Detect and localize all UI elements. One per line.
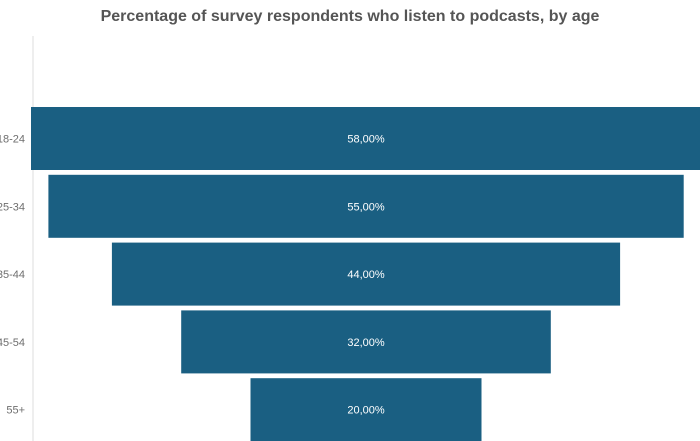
- bar-35-44: [111, 242, 621, 306]
- chart-title: Percentage of survey respondents who lis…: [100, 8, 600, 25]
- value-label-45-54: 32,00%: [347, 337, 385, 349]
- category-label-18-24: 18-24: [0, 134, 25, 146]
- category-label-55+: 55+: [6, 405, 25, 417]
- bar-18-24: [31, 107, 700, 170]
- value-label-25-34: 55,00%: [347, 201, 385, 213]
- category-label-45-54: 45-54: [0, 337, 25, 349]
- bar-55+: [250, 378, 482, 441]
- bar-group: 58,00% 18-24 55,00% 25-34 44,00% 35-44 32,00% 4…: [0, 107, 700, 441]
- bar-25-34: [48, 174, 684, 238]
- category-label-35-44: 35-44: [0, 269, 25, 281]
- value-label-55+: 20,00%: [347, 405, 385, 417]
- value-label-18-24: 58,00%: [347, 134, 385, 146]
- value-label-35-44: 44,00%: [347, 269, 385, 281]
- bar-45-54: [181, 310, 551, 374]
- category-label-25-34: 25-34: [0, 201, 25, 213]
